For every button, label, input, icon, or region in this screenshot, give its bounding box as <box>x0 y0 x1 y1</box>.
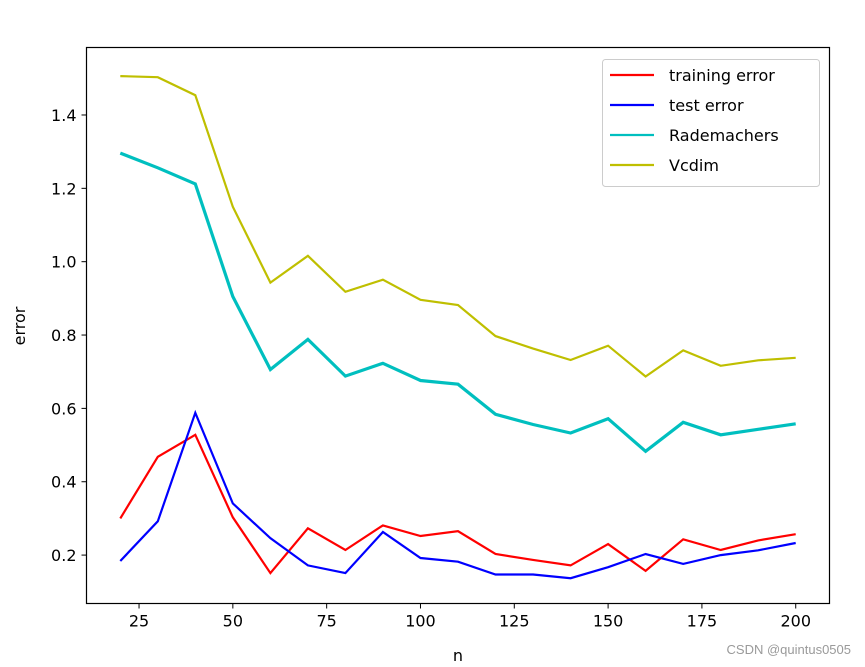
legend-label: test error <box>669 96 744 115</box>
y-tick-label: 0.6 <box>51 399 76 418</box>
y-tick-label: 0.8 <box>51 326 76 345</box>
legend: training error test error Rademachers Vcdim <box>602 59 820 187</box>
y-axis-ticks: 0.2 0.4 0.6 0.8 1.0 1.2 1.4 <box>51 106 87 565</box>
x-tick-label: 25 <box>129 612 149 631</box>
y-tick-label: 0.4 <box>51 473 76 492</box>
y-tick-label: 0.2 <box>51 546 76 565</box>
series-line-training-error <box>119 433 796 575</box>
plot-lines <box>119 75 796 580</box>
x-tick-label: 100 <box>405 612 436 631</box>
x-tick-label: 200 <box>780 612 811 631</box>
y-tick-label: 1.2 <box>51 179 76 198</box>
series-line-test-error <box>119 409 796 580</box>
y-tick-label: 1.0 <box>51 253 76 272</box>
legend-label: training error <box>669 66 775 85</box>
x-axis-ticks: 25 50 75 100 125 150 175 200 <box>129 603 811 631</box>
x-tick-label: 125 <box>499 612 530 631</box>
legend-label: Vcdim <box>669 156 719 175</box>
legend-box <box>602 59 820 187</box>
x-tick-label: 150 <box>593 612 624 631</box>
x-tick-label: 50 <box>223 612 243 631</box>
y-tick-label: 1.4 <box>51 106 76 125</box>
axes-frame <box>85 46 831 605</box>
y-axis-label: error <box>10 306 29 345</box>
watermark: CSDN @quintus0505 <box>726 642 851 657</box>
legend-label: Rademachers <box>669 126 779 145</box>
x-tick-label: 175 <box>687 612 718 631</box>
x-tick-label: 75 <box>316 612 336 631</box>
x-axis-label: n <box>453 646 463 665</box>
series-line-rademachers <box>119 151 796 454</box>
series-line-vcdim <box>120 75 796 378</box>
